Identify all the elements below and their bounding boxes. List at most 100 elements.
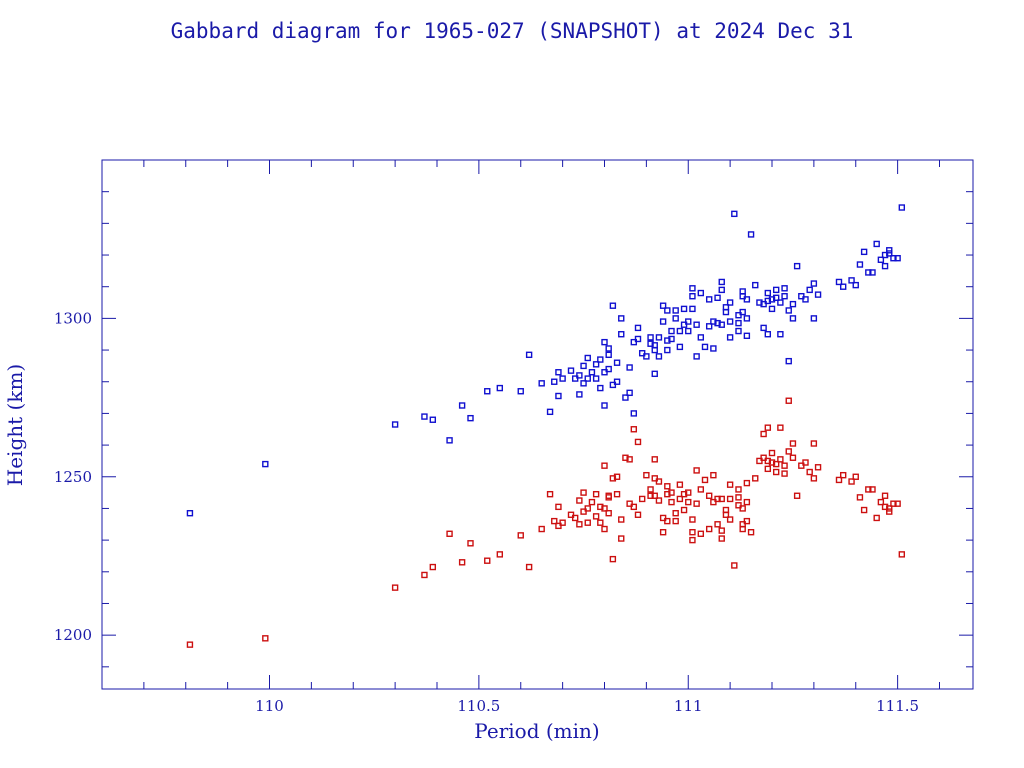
- apogee-point: [559, 375, 566, 382]
- apogee-point: [576, 391, 583, 398]
- apogee-point: [262, 460, 269, 468]
- perigee-point: [609, 555, 617, 563]
- apogee-point: [881, 262, 889, 270]
- perigee-point: [835, 476, 843, 484]
- apogee-point: [693, 353, 700, 360]
- apogee-point: [752, 281, 759, 289]
- apogee-point: [714, 319, 721, 327]
- apogee-point: [881, 251, 889, 259]
- apogee-point: [693, 321, 700, 328]
- perigee-point: [685, 489, 692, 496]
- apogee-point: [852, 281, 859, 289]
- perigee-point: [655, 478, 663, 485]
- apogee-point: [609, 302, 617, 309]
- apogee-point: [592, 361, 600, 368]
- apogee-point: [446, 437, 453, 444]
- perigee-point: [747, 529, 755, 536]
- apogee-point: [898, 204, 906, 211]
- perigee-point: [865, 486, 872, 493]
- perigee-point: [559, 519, 566, 526]
- x-axis-label: Period (min): [474, 719, 599, 743]
- apogee-point: [890, 254, 897, 262]
- apogee-point: [873, 240, 880, 248]
- apogee-point: [668, 327, 675, 335]
- perigee-point: [592, 490, 600, 498]
- apogee-point: [664, 346, 671, 354]
- perigee-point: [898, 551, 906, 558]
- perigee-point: [592, 513, 600, 520]
- apogee-point: [731, 210, 738, 218]
- apogee-point: [768, 296, 776, 303]
- perigee-point: [685, 498, 692, 506]
- apogee-point: [672, 315, 679, 322]
- perigee-point: [613, 473, 621, 480]
- apogee-point: [484, 388, 491, 395]
- apogee-point: [756, 299, 763, 306]
- perigee-point: [186, 641, 194, 648]
- perigee-point: [496, 551, 504, 558]
- perigee-point: [576, 521, 583, 528]
- apogee-point: [697, 334, 705, 341]
- apogee-point: [626, 364, 633, 371]
- apogee-point: [726, 318, 734, 325]
- perigee-point: [839, 471, 847, 479]
- perigee-point: [793, 492, 801, 499]
- perigee-point: [680, 506, 688, 514]
- apogee-point: [764, 289, 772, 297]
- perigee-point: [890, 500, 897, 507]
- perigee-point: [634, 511, 642, 518]
- apogee-point: [458, 402, 466, 409]
- perigee-point: [597, 503, 604, 511]
- apogee-point: [597, 356, 604, 363]
- apogee-point: [647, 340, 654, 347]
- perigee-point: [810, 440, 818, 447]
- perigee-point: [601, 462, 608, 469]
- apogee-point: [680, 305, 688, 313]
- apogee-point: [496, 384, 504, 392]
- perigee-point: [705, 492, 713, 499]
- perigee-point: [262, 635, 269, 642]
- apogee-point: [705, 296, 713, 303]
- apogee-point: [839, 283, 847, 290]
- perigee-point: [421, 571, 428, 579]
- perigee-point: [597, 519, 604, 526]
- perigee-point: [752, 475, 759, 482]
- apogee-point: [626, 389, 633, 397]
- perigee-point: [664, 483, 671, 490]
- perigee-point: [622, 454, 629, 461]
- apogee-point: [726, 299, 734, 306]
- apogee-point: [580, 362, 587, 370]
- perigee-point: [484, 557, 491, 564]
- apogee-point: [605, 351, 612, 359]
- apogee-point: [676, 343, 684, 351]
- perigee-point: [714, 521, 721, 528]
- y-tick-label: 1200: [54, 626, 92, 644]
- perigee-point: [613, 490, 621, 498]
- apogee-point: [668, 335, 675, 343]
- perigee-point: [873, 514, 880, 522]
- apogee-point: [835, 278, 843, 286]
- apogee-point: [517, 388, 524, 395]
- apogee-point: [651, 342, 658, 349]
- apogee-point: [601, 402, 608, 409]
- perigee-point: [647, 486, 654, 493]
- perigee-point: [630, 426, 638, 433]
- apogee-point: [802, 296, 809, 303]
- perigee-point: [710, 471, 717, 479]
- y-tick-label: 1300: [54, 309, 92, 327]
- perigee-point: [467, 540, 474, 547]
- perigee-point: [768, 449, 776, 457]
- apogee-point: [584, 375, 591, 382]
- perigee-point: [735, 486, 742, 493]
- perigee-point: [726, 516, 734, 523]
- perigee-point: [672, 517, 679, 525]
- apogee-point: [618, 331, 625, 338]
- perigee-point: [852, 473, 859, 480]
- perigee-point: [618, 535, 625, 542]
- perigee-point: [789, 440, 797, 447]
- apogee-point: [618, 315, 625, 322]
- apogee-point: [429, 416, 437, 423]
- perigee-point: [731, 562, 738, 569]
- perigee-point: [777, 456, 784, 463]
